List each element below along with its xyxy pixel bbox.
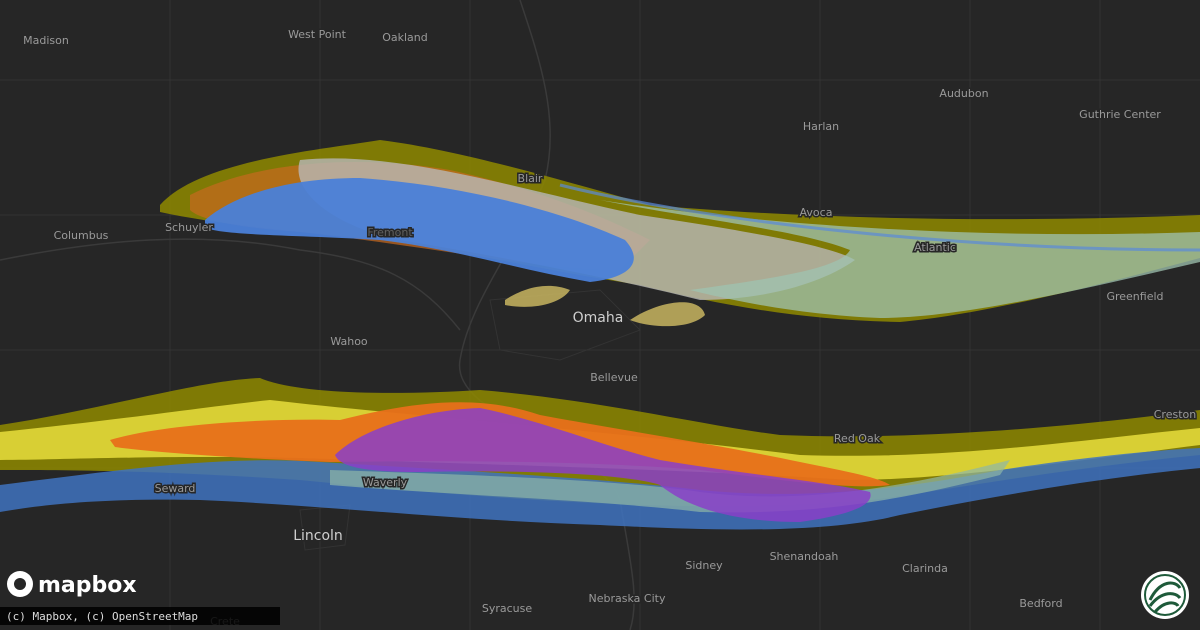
place-label: Clarinda [902,562,948,575]
logo-text: mapbox [38,573,137,598]
attribution-bar [0,607,280,625]
hail-swaths [0,140,1200,530]
place-label: Wahoo [330,335,368,348]
badge-swirl [1148,581,1182,614]
logo-icon-inner [14,578,26,590]
mapbox-logo: mapbox [7,571,137,598]
attribution[interactable]: (c) Mapbox, (c) OpenStreetMap [6,610,198,623]
place-label: Seward [155,482,196,495]
place-label: Madison [23,34,69,47]
place-label: Guthrie Center [1079,108,1161,121]
swath-small [505,285,705,327]
place-label: Fremont [367,226,413,239]
place-label: Nebraska City [589,592,666,605]
place-label: Waverly [363,476,408,489]
place-label: Greenfield [1106,290,1163,303]
place-label: Harlan [803,120,839,133]
place-label: Lincoln [293,528,343,544]
place-label: Audubon [939,87,988,100]
place-label: West Point [288,28,347,41]
place-label: Atlantic [914,241,956,254]
place-labels: Madison West Point Oakland Audubon Harla… [22,27,1198,630]
place-label: Oakland [382,31,428,44]
swath-blue-edge [559,183,1200,252]
place-label: Shenandoah [770,550,839,563]
place-label: Omaha [573,310,624,326]
place-label: Avoca [800,206,833,219]
swath-teal [600,200,1200,318]
swath-blue [205,178,634,282]
place-label: Red Oak [834,432,881,445]
badge-ring [1144,574,1186,616]
place-label: Creston [1154,408,1197,421]
place-label: Bellevue [590,371,638,384]
place-label: Schuyler [165,221,213,234]
swath-south-purple [335,408,871,522]
site-badge [1141,571,1189,619]
place-label: Bedford [1019,597,1062,610]
place-label: Sidney [685,559,723,572]
place-label: Blair [518,172,543,185]
place-label: Columbus [54,229,109,242]
place-label: Syracuse [482,602,533,615]
